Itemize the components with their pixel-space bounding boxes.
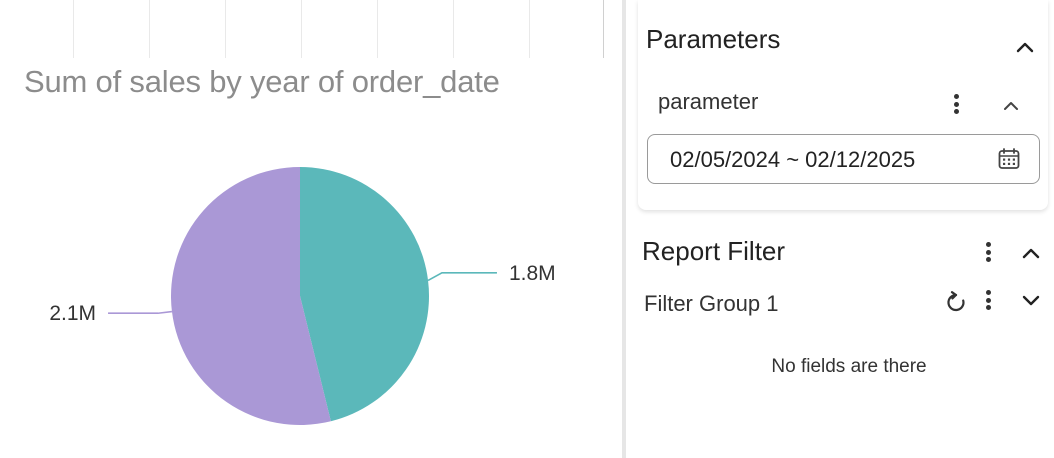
kebab-dot — [985, 305, 991, 310]
parameter-label: parameter — [658, 89, 759, 114]
parameter-collapse-button[interactable] — [1001, 95, 1021, 115]
parameters-card: Parameters parameter 02/05/2024 ~ 02/12/… — [638, 0, 1048, 210]
reset-filter-button[interactable] — [944, 290, 968, 314]
pie-chart: 1.8M 2.1M — [49, 167, 556, 425]
chevron-up-icon — [1004, 101, 1018, 110]
reset-icon — [947, 291, 965, 312]
calendar-icon[interactable] — [997, 147, 1021, 171]
filter-group-expand-button[interactable] — [1021, 291, 1041, 311]
parameters-title: Parameters — [646, 24, 781, 54]
pie-leader-line — [427, 271, 497, 282]
empty-fields-message: No fields are there — [771, 356, 927, 377]
kebab-dot — [953, 101, 959, 107]
kebab-dot — [985, 257, 991, 262]
kebab-dot — [985, 290, 991, 295]
parameter-menu-button[interactable] — [951, 92, 961, 116]
grid-line — [73, 0, 74, 58]
report-filter-collapse-button[interactable] — [1021, 243, 1041, 263]
report-filter-title: Report Filter — [642, 236, 786, 266]
chevron-up-icon — [1022, 248, 1040, 259]
kebab-dot — [985, 297, 991, 303]
grid-line — [377, 0, 378, 58]
date-range-input[interactable]: 02/05/2024 ~ 02/12/2025 — [647, 134, 1040, 184]
grid-line — [603, 0, 604, 58]
pie-data-label: 2.1M — [49, 302, 96, 325]
chevron-up-icon — [1016, 42, 1034, 53]
grid-line — [149, 0, 150, 58]
report-filter-menu-button[interactable] — [983, 240, 993, 264]
filter-group-menu-button[interactable] — [983, 288, 993, 312]
kebab-dot — [953, 109, 959, 114]
date-range-value: 02/05/2024 ~ 02/12/2025 — [670, 147, 916, 172]
filter-group-label: Filter Group 1 — [644, 291, 779, 316]
parameters-collapse-button[interactable] — [1015, 37, 1035, 57]
pie-data-label: 1.8M — [509, 262, 556, 285]
kebab-dot — [985, 249, 991, 255]
pie-leader-line — [108, 310, 173, 315]
right-panel: Parameters parameter 02/05/2024 ~ 02/12/… — [626, 0, 1054, 458]
pie-slice[interactable] — [171, 167, 331, 425]
kebab-dot — [985, 242, 991, 247]
grid-line — [529, 0, 530, 58]
grid-line — [225, 0, 226, 58]
chart-area: Sum of sales by year of order_date 1.8M 2… — [24, 0, 604, 425]
grid-line — [453, 0, 454, 58]
pie-slice[interactable] — [300, 167, 430, 422]
kebab-dot — [953, 94, 959, 99]
grid-line — [301, 0, 302, 58]
chevron-down-icon — [1022, 295, 1040, 306]
chart-title: Sum of sales by year of order_date — [24, 64, 500, 99]
panel-divider[interactable] — [622, 0, 626, 458]
